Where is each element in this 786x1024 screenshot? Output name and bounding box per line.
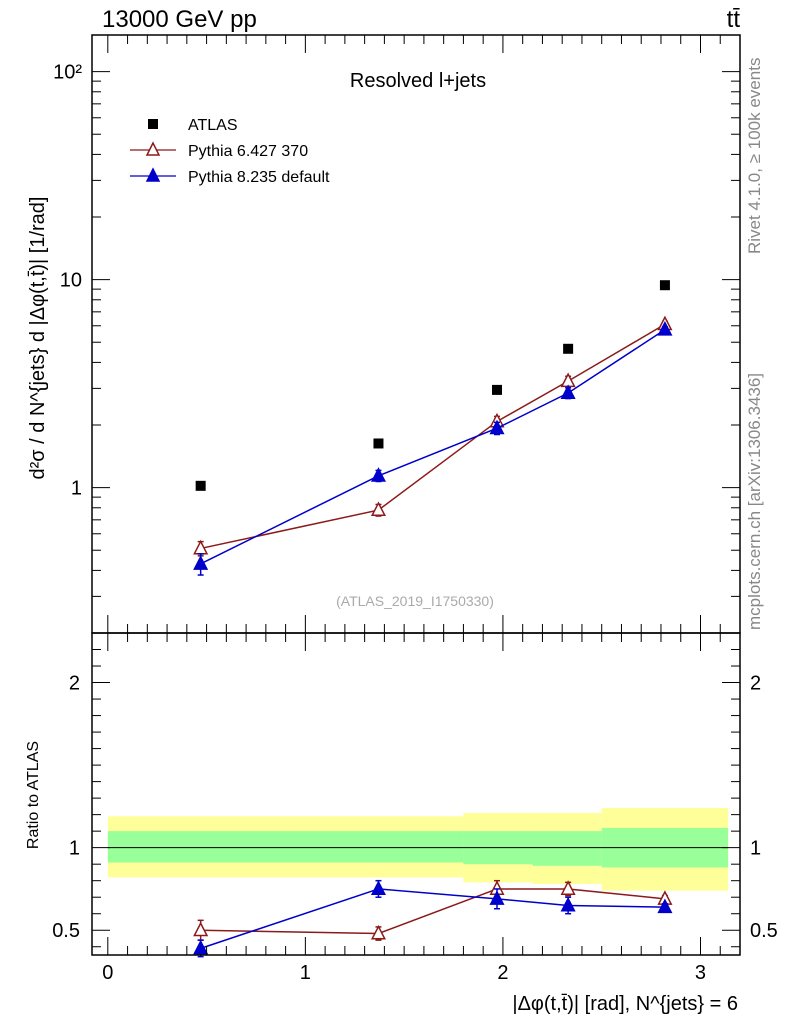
main-point-atlas: [659, 280, 670, 291]
main-point-atlas: [563, 343, 574, 354]
legend: ATLAS Pythia 6.427 370 Pythia 8.235 defa…: [130, 117, 330, 186]
ratio-y-tick-label: 2: [69, 673, 80, 695]
ratio-point-pythia-8-235-default: [370, 880, 386, 895]
ratio-x-tick-label: 2: [497, 962, 508, 984]
ratio-uncertainty-bands: [107, 808, 729, 891]
ratio-panel: 0.5 0.5 1 1 2 2 0 1 2 3 Ratio to ATLAS |Δφ(t,t̄)…: [25, 632, 778, 1015]
process-label: tt̄: [727, 6, 741, 33]
legend-pythia6-marker: [145, 141, 161, 156]
main-point-pythia-8-235-default: [657, 320, 673, 336]
legend-atlas-label: ATLAS: [188, 117, 238, 134]
ratio-point-pythia-6-427-370: [193, 921, 209, 937]
legend-atlas-marker: [148, 119, 158, 129]
ratio-y-tick-label-right: 1: [750, 838, 761, 860]
main-line-pythia-6-427-370: [200, 323, 666, 550]
main-point-pythia-6-427-370: [370, 501, 386, 517]
main-point-pythia-8-235-default: [370, 467, 386, 482]
ratio-point-pythia-8-235-default: [489, 890, 505, 905]
ratio-x-tick-label: 0: [102, 962, 113, 984]
main-point-pythia-8-235-default: [560, 384, 576, 400]
main-y-tick-label: 10: [60, 270, 82, 292]
main-panel: 1 10 10² Resolved l+jets (ATLAS_2019_I1750…: [27, 34, 741, 634]
ratio-y-tick-label-right: 0.5: [750, 920, 778, 942]
ratio-point-pythia-8-235-default: [193, 939, 209, 955]
main-y-ticks: 1 10 10²: [53, 62, 740, 634]
ratio-y-tick-label-right: 2: [750, 673, 761, 695]
ratio-plot-frame: [91, 632, 741, 956]
legend-pythia8-label: Pythia 8.235 default: [188, 169, 330, 186]
mcplots-label: mcplots.cern.ch [arXiv:1306.3436]: [745, 373, 764, 630]
legend-pythia8-marker: [145, 167, 161, 182]
ratio-point-pythia-8-235-default: [657, 898, 673, 914]
ratio-stat-band: [532, 831, 602, 866]
ratio-x-ticks: 0 1 2 3: [102, 633, 741, 984]
energy-label: 13000 GeV pp: [102, 6, 257, 33]
x-axis-label: |Δφ(t,t̄)| [rad], N^{jets} = 6: [512, 993, 738, 1015]
main-x-ticks: [107, 35, 741, 633]
ratio-stat-band: [107, 831, 296, 863]
ratio-y-tick-label: 1: [69, 838, 80, 860]
ratio-x-tick-label: 1: [300, 962, 311, 984]
main-series: [193, 280, 673, 576]
ratio-x-tick-label: 3: [695, 962, 706, 984]
ratio-point-pythia-8-235-default: [560, 896, 576, 912]
ratio-y-axis-label: Ratio to ATLAS: [25, 741, 42, 849]
main-y-tick-label: 1: [71, 478, 82, 500]
ratio-y-tick-label: 0.5: [52, 920, 80, 942]
main-point-atlas: [195, 480, 206, 491]
main-y-axis-label: d²σ / d N^{jets} d |Δφ(t,t̄)| [1/rad]: [27, 197, 49, 480]
main-point-pythia-8-235-default: [489, 419, 505, 435]
ratio-point-pythia-6-427-370: [370, 924, 386, 940]
plot-title: Resolved l+jets: [350, 70, 486, 92]
analysis-label: (ATLAS_2019_I1750330): [336, 593, 494, 609]
rivet-label: Rivet 4.1.0, ≥ 100k events: [745, 58, 764, 254]
ratio-y-ticks: 0.5 0.5 1 1 2 2: [52, 649, 778, 948]
main-point-atlas: [492, 384, 502, 395]
main-point-pythia-8-235-default: [193, 555, 209, 570]
ratio-line-pythia-6-427-370: [200, 888, 666, 935]
ratio-line-pythia-8-235-default: [200, 888, 665, 950]
ratio-stat-band: [295, 831, 464, 863]
ratio-point-pythia-6-427-370: [560, 880, 576, 895]
legend-pythia6-label: Pythia 6.427 370: [188, 143, 308, 160]
ratio-series: [193, 879, 673, 958]
main-point-atlas: [373, 438, 384, 449]
main-y-tick-label: 10²: [53, 62, 82, 84]
